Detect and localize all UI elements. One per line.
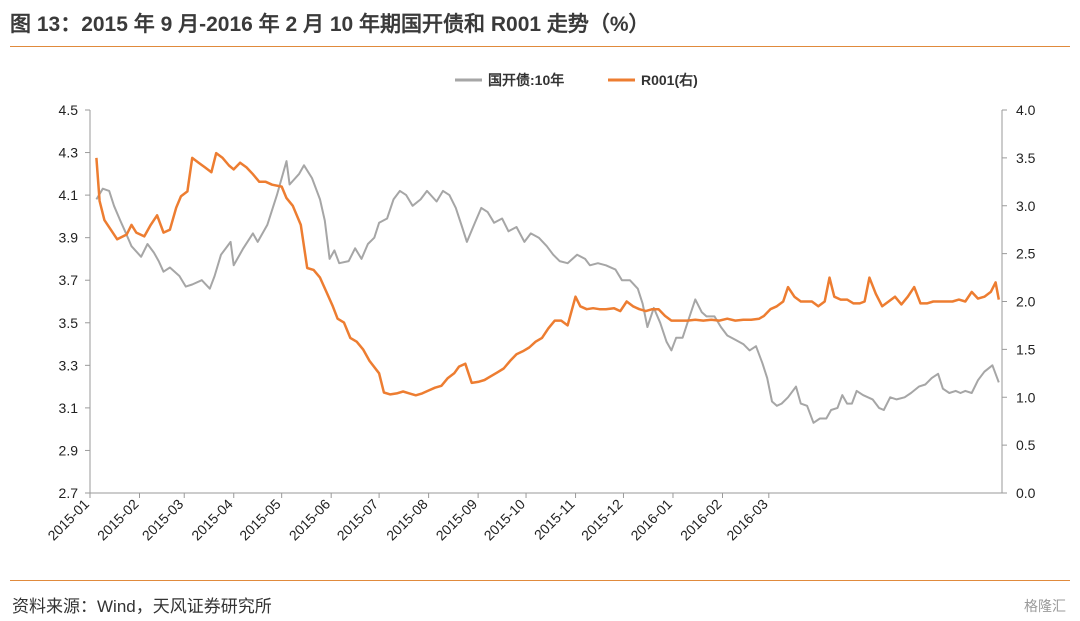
- series-layer: [95, 151, 1001, 424]
- x-tick-label: 2015-07: [334, 496, 382, 544]
- y-right-tick-label: 3.5: [1016, 150, 1036, 166]
- x-tick-label: 2016-03: [723, 496, 771, 544]
- y-left-tick-label: 3.7: [59, 272, 79, 288]
- y-right-tick-label: 1.5: [1016, 341, 1036, 357]
- y-left-tick-label: 3.9: [59, 230, 79, 246]
- footer-divider: [10, 580, 1070, 581]
- legend-label-r001: R001(右): [641, 72, 698, 88]
- figure-title: 图 13：2015 年 9 月-2016 年 2 月 10 年期国开债和 R00…: [10, 13, 650, 36]
- series-line-r001: [95, 151, 1001, 397]
- x-tick-label: 2015-10: [481, 496, 529, 544]
- x-tick-label: 2015-12: [578, 496, 626, 544]
- y-left-tick-label: 4.1: [59, 187, 79, 203]
- y-right-tick-label: 0.0: [1016, 485, 1036, 501]
- x-tick-label: 2015-08: [383, 496, 431, 544]
- legend: 国开债:10年 R001(右): [455, 72, 698, 88]
- title-divider: [10, 46, 1070, 47]
- y-right-tick-label: 0.5: [1016, 437, 1036, 453]
- source-note: 资料来源：Wind，天风证券研究所: [12, 597, 272, 616]
- x-tick-label: 2015-02: [94, 496, 142, 544]
- y-left-tick-label: 2.9: [59, 442, 79, 458]
- x-tick-label: 2015-09: [433, 496, 481, 544]
- y-left-tick-label: 3.5: [59, 315, 79, 331]
- y-left-tick-label: 3.3: [59, 357, 79, 373]
- line-chart: 国开债:10年 R001(右) 4.5 4.3 4.1 3.9 3.7 3.5 3.3 3.1…: [44, 72, 1035, 543]
- y-right-tick-label: 3.0: [1016, 198, 1036, 214]
- series-line-bond-10y: [95, 160, 1000, 424]
- watermark-logo: 格隆汇: [1024, 598, 1066, 614]
- x-tick-label: 2015-11: [531, 496, 578, 543]
- x-tick-label: 2015-05: [236, 496, 284, 544]
- legend-label-bond: 国开债:10年: [488, 72, 564, 88]
- axes: 4.5 4.3 4.1 3.9 3.7 3.5 3.3 3.1 2.9 2.7 4.0 3.5 3.0 2…: [44, 102, 1035, 543]
- y-left-tick-label: 3.1: [59, 400, 79, 416]
- y-right-tick-label: 2.0: [1016, 294, 1036, 310]
- x-tick-label: 2015-06: [286, 496, 334, 544]
- y-right-tick-label: 2.5: [1016, 246, 1036, 262]
- y-left-tick-label: 4.5: [59, 102, 79, 118]
- y-left-tick-label: 4.3: [59, 145, 79, 161]
- y-right-tick-label: 4.0: [1016, 102, 1036, 118]
- y-left-tick-label: 2.7: [59, 485, 79, 501]
- y-right-tick-label: 1.0: [1016, 389, 1036, 405]
- x-tick-label: 2015-03: [139, 496, 187, 544]
- x-tick-label: 2015-04: [188, 496, 236, 544]
- x-tick-label: 2015-01: [44, 496, 92, 544]
- x-tick-label: 2016-01: [627, 496, 675, 544]
- x-tick-label: 2016-02: [677, 496, 725, 544]
